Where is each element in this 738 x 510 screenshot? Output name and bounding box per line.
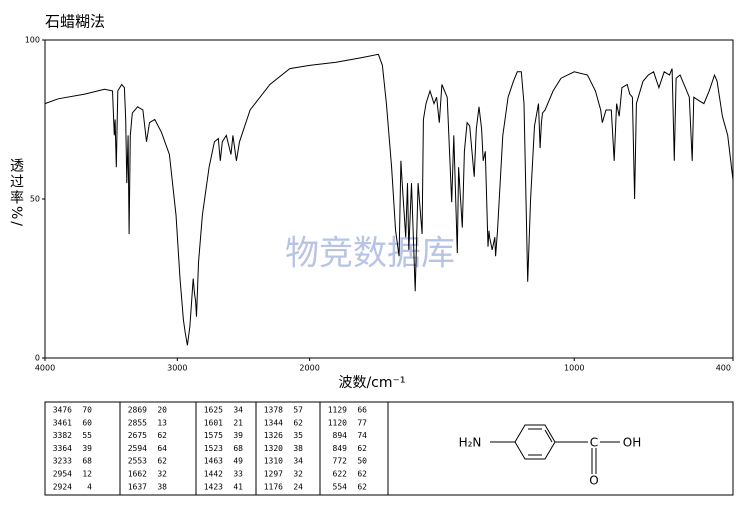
peak-wavenumber: 3364 <box>53 444 72 453</box>
watermark: 物竞数据库 <box>285 234 455 274</box>
atom-label: OH <box>623 436 641 450</box>
peak-wavenumber: 3476 <box>53 406 72 415</box>
atom-label: O <box>589 474 598 488</box>
peak-wavenumber: 2855 <box>128 418 147 427</box>
peak-wavenumber: 3461 <box>53 418 72 427</box>
peak-wavenumber: 1637 <box>128 482 147 491</box>
x-tick-label: 1000 <box>564 364 584 373</box>
peak-transmittance: 13 <box>157 418 167 427</box>
table-frame <box>44 401 734 496</box>
peak-transmittance: 62 <box>157 457 167 466</box>
peak-wavenumber: 2675 <box>128 431 147 440</box>
peak-wavenumber: 3233 <box>53 457 72 466</box>
peak-transmittance: 32 <box>157 470 167 479</box>
peak-transmittance: 38 <box>293 444 303 453</box>
peak-transmittance: 4 <box>87 482 92 491</box>
y-axis-title: 透过率%/ <box>8 158 24 229</box>
peak-transmittance: 62 <box>357 482 367 491</box>
peak-wavenumber: 2553 <box>128 457 147 466</box>
peak-transmittance: 50 <box>357 457 367 466</box>
peak-wavenumber: 1601 <box>204 418 223 427</box>
x-tick-label: 400 <box>716 364 731 373</box>
peak-wavenumber: 1625 <box>204 406 223 415</box>
peak-wavenumber: 1129 <box>328 406 347 415</box>
peak-transmittance: 20 <box>157 406 167 415</box>
peak-wavenumber: 1176 <box>264 482 283 491</box>
y-tick-label: 100 <box>25 36 40 45</box>
peak-wavenumber: 1575 <box>204 431 223 440</box>
structure <box>490 424 620 474</box>
peak-transmittance: 34 <box>233 406 243 415</box>
peak-wavenumber: 1442 <box>204 470 223 479</box>
peak-transmittance: 66 <box>357 406 367 415</box>
peak-transmittance: 68 <box>82 457 92 466</box>
peak-transmittance: 74 <box>357 431 367 440</box>
y-tick-label: 0 <box>35 354 40 363</box>
peak-wavenumber: 622 <box>333 470 348 479</box>
peak-transmittance: 62 <box>357 470 367 479</box>
peak-wavenumber: 1320 <box>264 444 283 453</box>
peak-wavenumber: 1463 <box>204 457 223 466</box>
peak-wavenumber: 1120 <box>328 418 347 427</box>
peak-transmittance: 64 <box>157 444 167 453</box>
peak-wavenumber: 1378 <box>264 406 283 415</box>
peak-wavenumber: 1344 <box>264 418 283 427</box>
peak-transmittance: 62 <box>157 431 167 440</box>
peak-transmittance: 60 <box>82 418 92 427</box>
peak-transmittance: 62 <box>293 418 303 427</box>
peak-wavenumber: 1326 <box>264 431 283 440</box>
peak-wavenumber: 2954 <box>53 470 72 479</box>
ring-bond <box>544 429 553 443</box>
x-tick-label: 4000 <box>35 364 55 373</box>
peak-wavenumber: 2594 <box>128 444 147 453</box>
peak-transmittance: 21 <box>233 418 243 427</box>
peak-wavenumber: 1662 <box>128 470 147 479</box>
peak-transmittance: 32 <box>293 470 303 479</box>
atom-label: H₂N <box>459 436 482 450</box>
atom-label: C <box>590 436 598 450</box>
x-tick-label: 2000 <box>299 364 319 373</box>
x-tick-label: 3000 <box>167 364 187 373</box>
peak-wavenumber: 2924 <box>53 482 72 491</box>
peak-transmittance: 57 <box>293 406 303 415</box>
peak-transmittance: 39 <box>82 444 92 453</box>
peak-wavenumber: 894 <box>333 431 348 440</box>
peak-transmittance: 55 <box>82 431 92 440</box>
chart-title: 石蜡糊法 <box>45 13 105 31</box>
peak-transmittance: 41 <box>233 482 243 491</box>
peak-transmittance: 39 <box>233 431 243 440</box>
y-tick-label: 50 <box>30 195 40 204</box>
peak-transmittance: 12 <box>82 470 92 479</box>
benzene-ring <box>514 424 556 460</box>
peak-wavenumber: 1297 <box>264 470 283 479</box>
peak-transmittance: 49 <box>233 457 243 466</box>
peak-transmittance: 35 <box>293 431 303 440</box>
peak-wavenumber: 849 <box>333 444 348 453</box>
peak-transmittance: 33 <box>233 470 243 479</box>
peak-wavenumber: 3382 <box>53 431 72 440</box>
peak-wavenumber: 1423 <box>204 482 223 491</box>
peak-wavenumber: 554 <box>333 482 348 491</box>
plot-frame <box>44 39 734 359</box>
peak-transmittance: 34 <box>293 457 303 466</box>
peak-wavenumber: 1310 <box>264 457 283 466</box>
peak-wavenumber: 1523 <box>204 444 223 453</box>
peak-transmittance: 38 <box>157 482 167 491</box>
peak-transmittance: 62 <box>357 444 367 453</box>
peak-wavenumber: 2869 <box>128 406 147 415</box>
x-axis-title: 波数/cm⁻¹ <box>338 375 405 391</box>
peak-transmittance: 24 <box>293 482 303 491</box>
peak-transmittance: 70 <box>82 406 92 415</box>
peak-transmittance: 68 <box>233 444 243 453</box>
spectrum-line <box>44 53 734 346</box>
peak-transmittance: 77 <box>357 418 367 427</box>
peak-wavenumber: 772 <box>333 457 348 466</box>
